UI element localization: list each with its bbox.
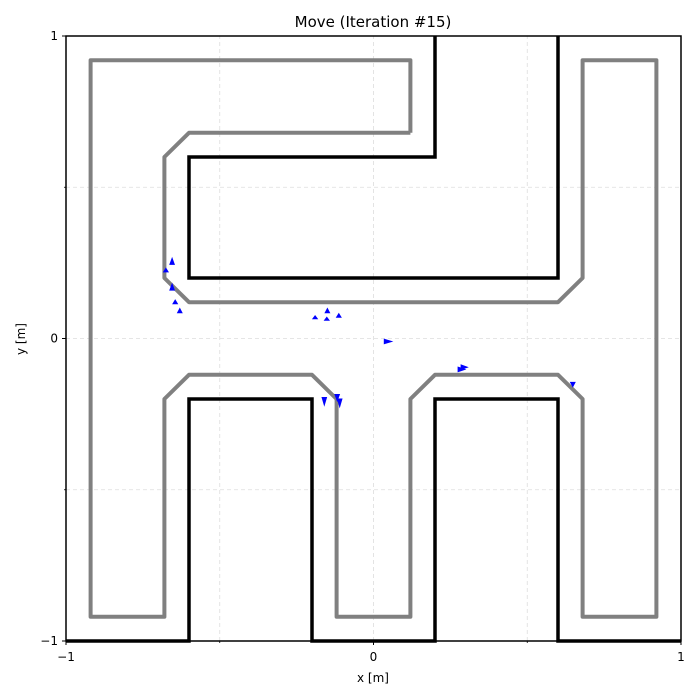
y-tick-label: 0 — [50, 332, 58, 346]
agent-marker — [169, 282, 176, 291]
agent-marker — [176, 307, 183, 314]
agent-marker — [457, 366, 467, 373]
agents — [162, 256, 576, 409]
y-tick-label: −1 — [40, 634, 58, 648]
inner-boundary — [88, 58, 659, 619]
agent-marker — [172, 299, 179, 305]
x-axis-label: x [m] — [357, 671, 389, 685]
ticks: −1 0 1 −1 0 1 — [40, 29, 685, 664]
agent-marker — [324, 307, 331, 314]
x-tick-label: −1 — [57, 650, 75, 664]
agent-marker — [383, 338, 394, 345]
y-axis-label: y [m] — [14, 323, 28, 355]
chart-title: Move (Iteration #15) — [295, 13, 452, 31]
y-tick-label: 1 — [50, 29, 58, 43]
x-tick-label: 0 — [370, 650, 378, 664]
grid — [66, 36, 681, 641]
x-tick-label: 1 — [677, 650, 685, 664]
agent-marker — [569, 381, 576, 388]
agent-marker — [336, 398, 343, 409]
agent-marker — [311, 314, 319, 320]
agent-marker — [162, 267, 169, 273]
agent-marker — [334, 394, 341, 402]
agent-marker — [323, 316, 330, 321]
boundary-line — [88, 58, 659, 619]
agent-marker — [335, 312, 342, 318]
agent-marker — [169, 256, 176, 265]
agent-marker — [321, 397, 328, 407]
wall-line — [187, 36, 560, 280]
